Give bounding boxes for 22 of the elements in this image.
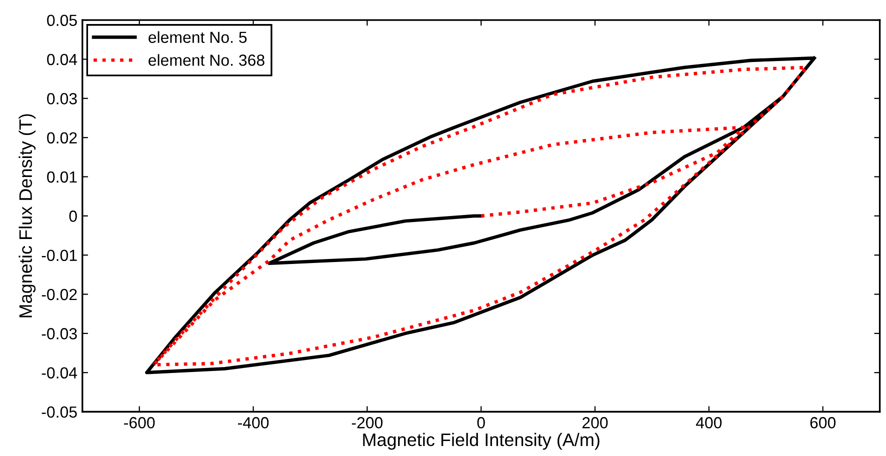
y-tick-label: -0.05: [42, 406, 77, 418]
y-tick-label: 0.02: [47, 132, 77, 144]
y-tick-label: 0: [69, 210, 77, 222]
y-tick-label: -0.03: [42, 328, 77, 340]
y-tick-label: 0.04: [47, 54, 78, 66]
legend-label: element No. 368: [148, 54, 264, 66]
y-tick-label: 0.03: [47, 93, 77, 104]
y-tick-label: 0.01: [47, 171, 77, 183]
x-tick-label: -600: [124, 417, 155, 428]
legend-label: element No. 5: [148, 31, 247, 43]
x-axis-title: Magnetic Field Intensity (A/m): [363, 432, 600, 450]
x-tick-label: 0: [477, 417, 485, 428]
x-tick-label: 600: [810, 417, 836, 428]
y-tick-label: -0.01: [42, 250, 77, 262]
x-tick-label: -400: [238, 417, 269, 428]
y-axis-title: Magnetic Flux Density (T): [18, 114, 36, 318]
x-tick-label: 200: [582, 417, 608, 428]
y-tick-label: -0.02: [42, 288, 77, 300]
y-tick-label: -0.04: [42, 367, 78, 379]
x-tick-label: 400: [696, 417, 722, 428]
y-tick-label: 0.05: [47, 14, 77, 26]
x-tick-label: -200: [352, 417, 383, 428]
